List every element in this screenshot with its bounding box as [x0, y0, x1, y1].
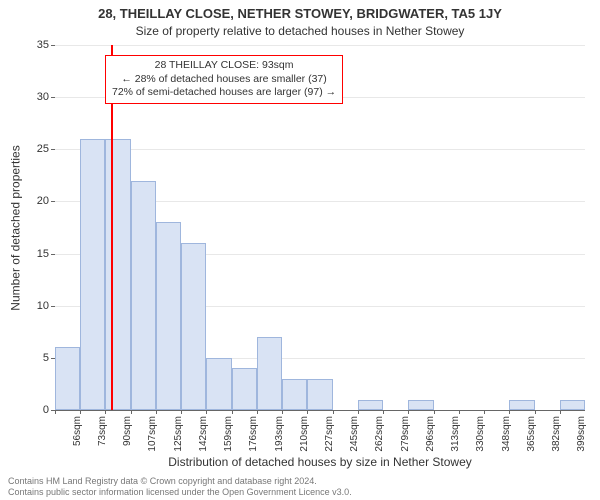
- histogram-bar: [509, 400, 534, 410]
- y-axis-label: Number of detached properties: [8, 45, 24, 410]
- histogram-bar: [257, 337, 282, 410]
- x-tick-label: 399sqm: [576, 414, 587, 452]
- x-tick-label: 56sqm: [72, 414, 83, 446]
- annotation-line: ← 28% of detached houses are smaller (37…: [112, 73, 336, 87]
- x-tick-label: 279sqm: [400, 414, 411, 452]
- x-tick-label: 176sqm: [248, 414, 259, 452]
- x-tick-label: 107sqm: [147, 414, 158, 452]
- annotation-box: 28 THEILLAY CLOSE: 93sqm← 28% of detache…: [105, 55, 343, 104]
- x-tick-label: 245sqm: [349, 414, 360, 452]
- x-tick-label: 90sqm: [122, 414, 133, 446]
- x-tick-label: 227sqm: [324, 414, 335, 452]
- footer-attribution: Contains HM Land Registry data © Crown c…: [8, 476, 352, 499]
- x-tick-label: 73sqm: [97, 414, 108, 446]
- annotation-line: 72% of semi-detached houses are larger (…: [112, 86, 336, 100]
- histogram-bar: [181, 243, 206, 410]
- page-title: 28, THEILLAY CLOSE, NETHER STOWEY, BRIDG…: [0, 6, 600, 21]
- y-tick-label: 10: [24, 300, 55, 312]
- histogram-bar: [131, 181, 156, 410]
- histogram-bar: [80, 139, 105, 410]
- histogram-bar: [358, 400, 383, 410]
- x-tick-label: 330sqm: [475, 414, 486, 452]
- page-subtitle: Size of property relative to detached ho…: [0, 24, 600, 38]
- y-tick-label: 5: [24, 352, 55, 364]
- annotation-line: 28 THEILLAY CLOSE: 93sqm: [112, 59, 336, 73]
- x-tick-label: 313sqm: [450, 414, 461, 452]
- y-tick-label: 35: [24, 39, 55, 51]
- histogram-bar: [206, 358, 231, 410]
- grid-line: [55, 149, 585, 150]
- x-tick-label: 296sqm: [425, 414, 436, 452]
- x-axis-label: Distribution of detached houses by size …: [55, 455, 585, 469]
- histogram-bar: [408, 400, 433, 410]
- x-tick-label: 382sqm: [551, 414, 562, 452]
- histogram-bar: [282, 379, 307, 410]
- y-tick-label: 20: [24, 195, 55, 207]
- y-tick-label: 15: [24, 248, 55, 260]
- histogram-bar: [156, 222, 181, 410]
- y-tick-label: 25: [24, 143, 55, 155]
- y-tick-label: 0: [24, 404, 55, 416]
- x-tick-label: 348sqm: [501, 414, 512, 452]
- x-tick-label: 125sqm: [173, 414, 184, 452]
- grid-line: [55, 45, 585, 46]
- histogram-bar: [307, 379, 332, 410]
- x-tick-label: 193sqm: [274, 414, 285, 452]
- y-tick-label: 30: [24, 91, 55, 103]
- x-tick-label: 262sqm: [374, 414, 385, 452]
- chart-plot-area: 0510152025303556sqm73sqm90sqm107sqm125sq…: [55, 45, 585, 411]
- histogram-bar: [55, 347, 80, 410]
- histogram-bar: [560, 400, 585, 410]
- x-tick-label: 159sqm: [223, 414, 234, 452]
- histogram-bar: [105, 139, 130, 410]
- x-tick-label: 365sqm: [526, 414, 537, 452]
- x-tick-label: 210sqm: [299, 414, 310, 452]
- histogram-bar: [232, 368, 257, 410]
- x-tick-label: 142sqm: [198, 414, 209, 452]
